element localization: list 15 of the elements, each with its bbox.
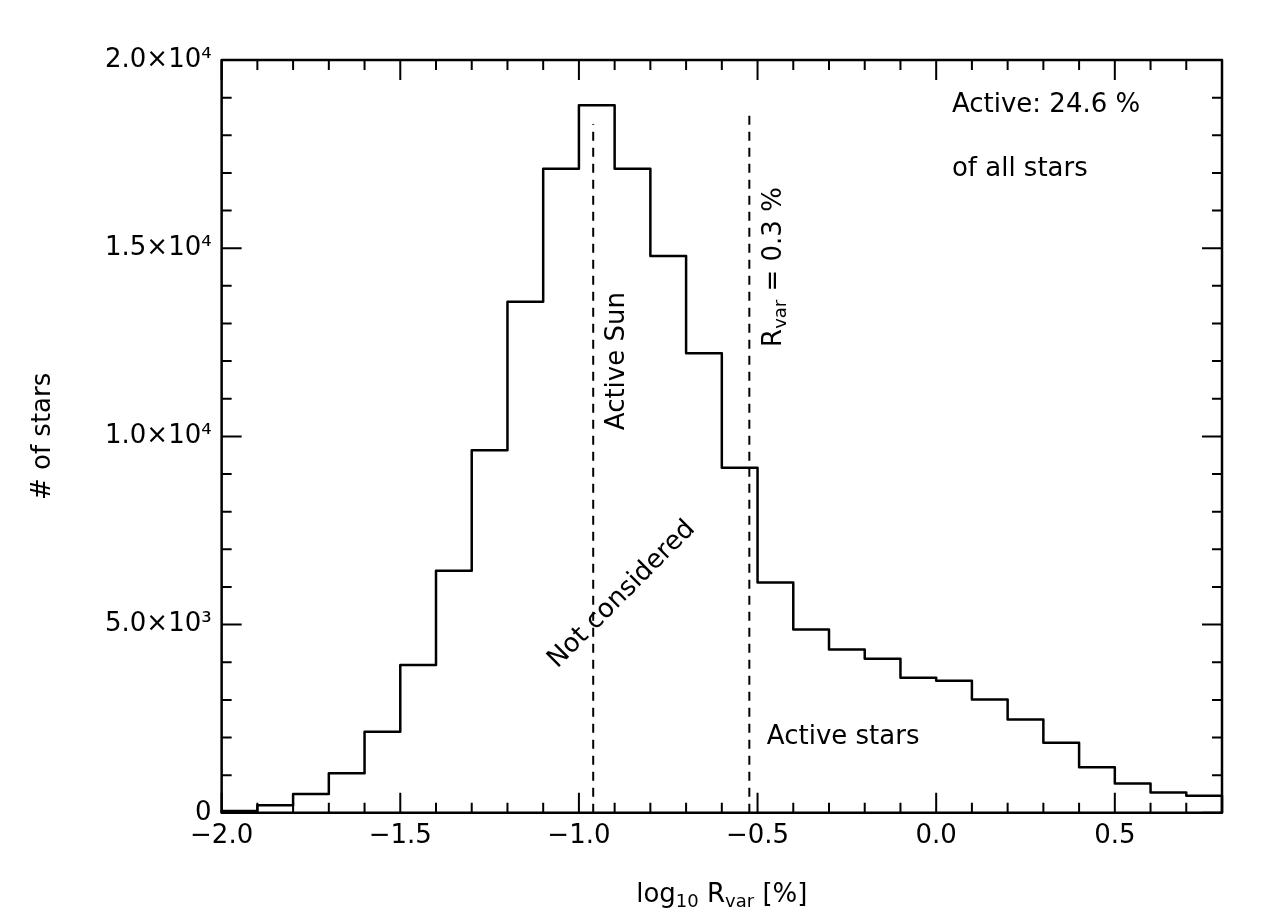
y-axis-title: # of stars bbox=[26, 372, 57, 501]
annotation: of all stars bbox=[951, 151, 1088, 182]
annotation: Rvar = 0.3 % bbox=[756, 187, 791, 347]
ref-line-label: Active Sun bbox=[599, 292, 630, 431]
x-tick-label: −0.5 bbox=[725, 819, 790, 850]
x-tick-label: −1.5 bbox=[368, 819, 432, 850]
x-tick-label: 0.5 bbox=[1094, 819, 1136, 850]
x-tick-label: −1.0 bbox=[547, 819, 611, 850]
y-tick-label: 1.5×10⁴ bbox=[105, 230, 212, 261]
y-tick-label: 2.0×10⁴ bbox=[105, 42, 212, 73]
x-tick-label: 0.0 bbox=[915, 819, 957, 850]
annotation: Active: 24.6 % bbox=[951, 87, 1141, 118]
y-tick-label: 5.0×10³ bbox=[105, 607, 212, 638]
y-tick-label: 1.0×10⁴ bbox=[105, 419, 212, 450]
annotation: Active stars bbox=[766, 720, 920, 751]
